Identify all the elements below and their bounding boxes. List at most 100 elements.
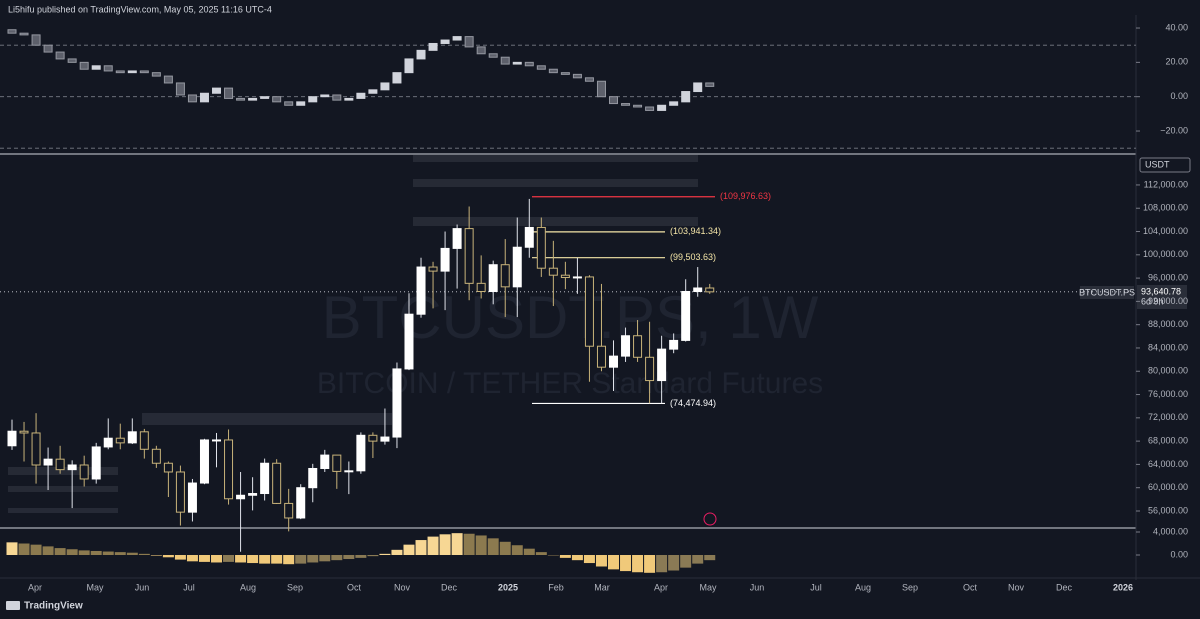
time-label: Jul: [183, 582, 195, 592]
candle-body: [163, 462, 173, 473]
histogram-bar: [391, 549, 403, 555]
candle-body: [296, 487, 306, 519]
candle-body: [187, 482, 197, 513]
histogram-bar: [704, 555, 716, 561]
level-label: (74,474.94): [670, 398, 716, 408]
candle-body: [7, 430, 17, 447]
candle-body: [296, 101, 306, 106]
time-label: Nov: [1008, 582, 1025, 592]
candle-body: [272, 462, 282, 504]
y-tick-label: 4,000.00: [1153, 526, 1188, 536]
y-tick-label: −20.00: [1160, 125, 1188, 135]
candle-body: [416, 266, 426, 315]
time-label: Feb: [548, 582, 564, 592]
y-tick-label: 104,000.00: [1143, 226, 1188, 236]
alert-icon[interactable]: [703, 512, 717, 526]
candle-body: [633, 104, 643, 108]
candle-body: [151, 448, 161, 464]
candle-body: [693, 287, 703, 292]
histogram-bar: [162, 555, 174, 558]
candle-body: [127, 431, 137, 444]
histogram-bar: [583, 555, 595, 564]
candle-body: [476, 282, 486, 292]
time-label: May: [699, 582, 717, 592]
histogram-bar: [535, 552, 547, 555]
candle-body: [67, 58, 77, 63]
histogram-bar: [632, 555, 644, 573]
candle-body: [175, 82, 185, 96]
candle-body: [404, 313, 414, 370]
candle-body: [79, 464, 89, 480]
candle-body: [500, 264, 510, 288]
candle-body: [488, 264, 498, 292]
histogram-bar: [283, 555, 295, 565]
currency: USDT: [1145, 159, 1170, 169]
countdown: 6d 9h: [1141, 296, 1164, 306]
candle-body: [19, 430, 29, 434]
y-tick-label: 100,000.00: [1143, 249, 1188, 259]
candle-body: [596, 80, 606, 98]
histogram-bar: [451, 533, 463, 555]
watermark-symbol: BTCUSDT.PS, 1W: [322, 284, 819, 351]
time-label: Mar: [594, 582, 610, 592]
time-label: Sep: [902, 582, 918, 592]
histogram-bar: [78, 550, 90, 555]
zone: [8, 486, 118, 492]
candle-body: [7, 29, 17, 34]
time-label: Jul: [810, 582, 822, 592]
candle-body: [428, 42, 438, 51]
candle-body: [669, 101, 679, 106]
histogram-bar: [547, 555, 559, 556]
histogram-bar: [559, 555, 571, 558]
candle-body: [380, 436, 390, 442]
histogram-bar: [186, 555, 198, 562]
time-label: Dec: [1056, 582, 1073, 592]
candle-body: [224, 439, 234, 500]
candle-body: [248, 493, 258, 496]
candle-body: [320, 454, 330, 469]
candle-body: [572, 276, 582, 279]
y-tick-label: 60,000.00: [1148, 482, 1188, 492]
histogram-bar: [42, 546, 54, 555]
candle-body: [464, 228, 474, 284]
time-label: Oct: [963, 582, 978, 592]
candle-body: [693, 82, 703, 93]
candle-body: [139, 70, 149, 74]
candle-body: [19, 32, 29, 36]
histogram-bar: [235, 555, 247, 563]
candle-body: [621, 103, 631, 106]
currency-box[interactable]: [1139, 157, 1191, 173]
candle-body: [31, 432, 41, 466]
candle-body: [681, 290, 691, 341]
zone: [142, 413, 392, 425]
candle-body: [536, 65, 546, 70]
candle-body: [633, 335, 643, 358]
histogram-bar: [319, 555, 331, 562]
candle-body: [115, 70, 125, 74]
histogram-bar: [644, 555, 656, 573]
candle-body: [212, 439, 222, 442]
y-tick-label: 112,000.00: [1144, 179, 1188, 189]
candle-body: [91, 65, 101, 70]
histogram-bar: [211, 555, 223, 563]
candle-body: [320, 94, 330, 98]
price-tag: [1137, 285, 1187, 309]
histogram-bar: [439, 534, 451, 555]
candle-body: [584, 276, 594, 347]
histogram-bar: [6, 542, 18, 555]
y-tick-label: 0.00: [1170, 91, 1188, 101]
candle-body: [212, 87, 222, 94]
y-tick-label: 0.00: [1170, 549, 1188, 559]
y-tick-label: 40.00: [1165, 22, 1188, 32]
last-price: 93,640.78: [1141, 286, 1181, 296]
histogram-bar: [174, 555, 186, 560]
candle-body: [392, 368, 402, 438]
histogram-bar: [523, 548, 535, 555]
histogram-bar: [307, 555, 319, 563]
candle-body: [308, 96, 318, 103]
y-tick-label: 92,000.00: [1148, 296, 1188, 306]
candle-body: [596, 345, 606, 368]
histogram-bar: [415, 540, 427, 555]
candle-body: [464, 36, 474, 48]
